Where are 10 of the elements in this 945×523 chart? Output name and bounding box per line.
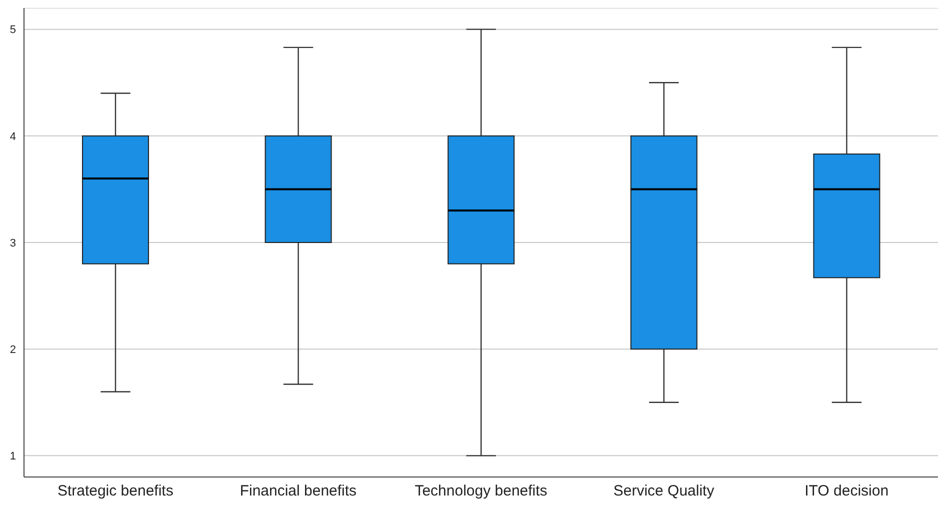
y-tick-label: 5 <box>10 24 16 36</box>
y-tick-label: 4 <box>10 130 16 143</box>
x-tick-label: Technology benefits <box>414 482 548 500</box>
x-tick-label: Strategic benefits <box>57 482 174 500</box>
x-tick-label: Service Quality <box>613 482 715 500</box>
y-tick-label: 2 <box>10 344 16 356</box>
y-tick-label: 3 <box>10 237 16 250</box>
x-tick-label: Financial benefits <box>240 482 357 500</box>
y-tick-label: 1 <box>10 450 16 463</box>
x-tick-label: ITO decision <box>804 482 889 500</box>
